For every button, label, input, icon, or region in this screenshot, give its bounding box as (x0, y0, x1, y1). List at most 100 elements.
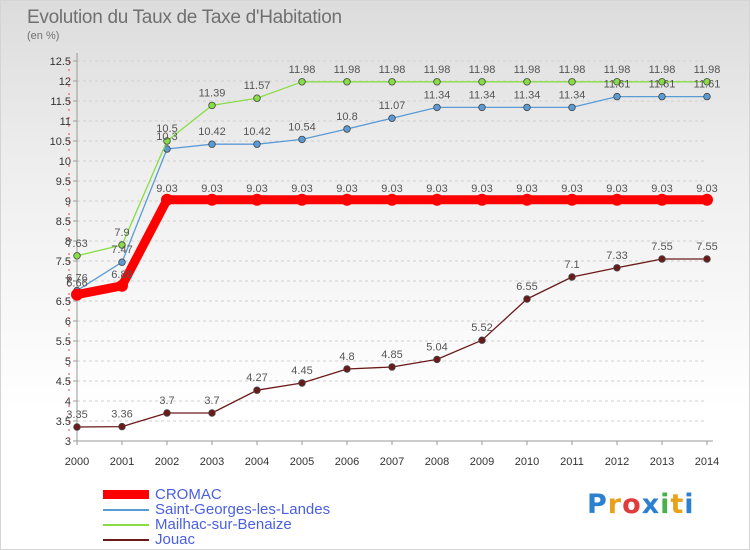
data-point (386, 193, 398, 206)
y-tick-label: 9 (65, 196, 71, 208)
data-label: 11.34 (514, 89, 541, 101)
data-label: 11.61 (649, 79, 676, 91)
axes: 3 3.5 4 4.5 5 5.5 6 6.5 7 7.5 8 8.5 9 9.5 10 10.5 11 11.5… (50, 53, 719, 468)
data-label: 9.03 (606, 183, 627, 195)
y-tick-label: 5.5 (56, 336, 71, 348)
x-tick-label: 2000 (65, 456, 89, 468)
legend-item-jouac: Jouac (103, 532, 195, 547)
data-point (343, 365, 351, 373)
y-tick-label: 12 (59, 76, 71, 88)
data-point (118, 258, 126, 266)
y-tick-label: 10 (59, 156, 71, 168)
data-label: 9.03 (336, 183, 357, 195)
data-point (478, 78, 486, 86)
y-tick-label: 11.5 (50, 96, 71, 108)
x-tick-label: 2014 (695, 456, 719, 468)
data-label: 10.5 (156, 123, 177, 135)
y-tick-label: 7 (65, 276, 71, 288)
data-point (73, 423, 81, 431)
legend-label-mailhac: Mailhac-sur-Benaize (155, 516, 292, 533)
x-tick-label: 2003 (200, 456, 224, 468)
data-label: 11.98 (334, 64, 361, 76)
data-point (658, 255, 666, 263)
legend-swatch-saint-georges (103, 508, 149, 511)
data-point (478, 336, 486, 344)
y-tick-label: 4 (65, 396, 71, 408)
chart-title: Evolution du Taux de Taxe d'Habitation (27, 7, 342, 28)
data-point (116, 279, 128, 292)
x-tick-label: 2006 (335, 456, 359, 468)
data-point (163, 409, 171, 417)
y-tick-label: 8.5 (56, 216, 71, 228)
data-point (163, 137, 171, 145)
data-label: 3.7 (204, 395, 219, 407)
data-label: 4.8 (339, 351, 354, 363)
data-label: 9.03 (471, 183, 492, 195)
data-label: 9.03 (291, 183, 312, 195)
x-tick-label: 2007 (380, 456, 404, 468)
data-label: 11.98 (694, 64, 721, 76)
logo-letter: P (587, 489, 608, 520)
logo-letter: i (684, 489, 695, 520)
data-point (388, 78, 396, 86)
data-point (118, 422, 126, 431)
data-point (703, 78, 711, 86)
data-point (523, 78, 531, 86)
data-point (253, 94, 261, 102)
logo-letter: r (607, 489, 623, 520)
y-tick-label: 8 (65, 236, 71, 248)
y-tick-label: 12.5 (50, 56, 71, 68)
data-label: 9.03 (201, 183, 222, 195)
data-point (703, 255, 711, 263)
data-label: 3.36 (111, 409, 132, 421)
data-label: 10.54 (288, 121, 316, 133)
data-point (521, 193, 533, 206)
legend-label-saint-georges: Saint-Georges-les-Landes (155, 501, 331, 518)
data-point (568, 273, 576, 281)
data-label: 11.98 (559, 64, 586, 76)
data-point (613, 264, 621, 272)
data-point (433, 355, 441, 364)
y-tick-label: 6 (65, 316, 71, 328)
data-point (298, 78, 306, 86)
legend-item-saint-georges: Saint-Georges-les-Landes (103, 502, 330, 517)
logo-letter: x (641, 489, 661, 520)
data-label: 4.85 (381, 349, 402, 361)
series-line-0 (72, 195, 712, 300)
data-label: 5.04 (426, 341, 447, 353)
data-point (658, 78, 666, 86)
proxiti-logo: Proxiti (587, 489, 695, 520)
data-label: 7.47 (111, 244, 132, 256)
x-tick-label: 2001 (110, 456, 134, 468)
data-point (118, 241, 126, 249)
data-point (388, 114, 396, 122)
data-label: 7.55 (651, 241, 672, 253)
data-label: 11.98 (379, 64, 406, 76)
data-label: 7.55 (696, 241, 717, 253)
data-label: 10.8 (336, 111, 357, 123)
data-labels: 3.35 3.36 3.7 3.7 4.27 4.45 4.8 4.85 5.04 5.52 6.5… (66, 64, 720, 421)
data-point (343, 125, 351, 133)
data-label: 11.34 (424, 89, 451, 101)
data-point (208, 140, 216, 148)
data-label: 11.98 (469, 64, 496, 76)
legend-item-mailhac: Mailhac-sur-Benaize (103, 517, 292, 532)
data-point (208, 409, 216, 417)
data-label: 6.76 (66, 273, 87, 285)
legend-label-cromac: CROMAC (155, 486, 222, 503)
data-label: 7.63 (66, 238, 87, 250)
data-label: 11.98 (514, 64, 541, 76)
data-label: 9.03 (651, 183, 672, 195)
data-point (478, 103, 486, 112)
data-label: 7.9 (114, 227, 129, 239)
data-label: 11.61 (694, 79, 721, 91)
data-point (433, 103, 441, 112)
data-label: 11.98 (424, 64, 451, 76)
data-point (566, 193, 578, 206)
y-tick-label: 7.5 (56, 256, 71, 268)
x-tick-label: 2002 (155, 456, 179, 468)
y-tick-label: 5 (65, 356, 71, 368)
y-tick-label: 3 (65, 436, 71, 448)
data-point (206, 193, 218, 206)
